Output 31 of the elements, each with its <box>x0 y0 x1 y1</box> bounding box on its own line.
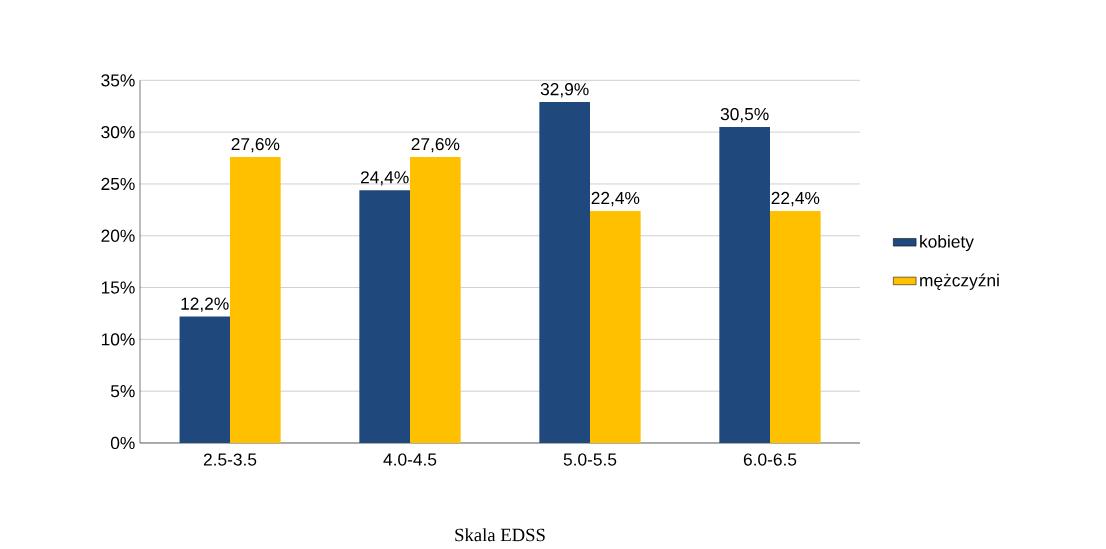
bar <box>230 157 281 443</box>
bar <box>539 102 591 443</box>
data-label: 30,5% <box>720 107 769 123</box>
data-label: 24,4% <box>360 171 409 186</box>
x-tick-label: 5.0-5.5 <box>563 453 617 466</box>
x-tick-label: 4.0-4.5 <box>383 453 437 466</box>
data-label: 22,4% <box>771 191 820 207</box>
bar <box>179 316 231 443</box>
data-label: 27,6% <box>411 137 460 153</box>
data-label: 12,2% <box>181 297 229 312</box>
data-label: 27,6% <box>231 137 280 153</box>
bar <box>359 190 411 443</box>
x-tick-label: 6.0-6.5 <box>743 453 797 466</box>
y-tick-label: 35% <box>101 74 135 87</box>
bar <box>410 157 461 443</box>
y-tick-label: 15% <box>101 281 135 294</box>
data-label: 22,4% <box>591 191 640 207</box>
bar <box>770 210 821 443</box>
y-tick-label: 20% <box>101 229 135 242</box>
bar <box>719 126 770 443</box>
x-axis-title: Skala EDSS <box>455 528 545 542</box>
y-tick-label: 5% <box>110 385 135 398</box>
x-tick-label: 2.5-3.5 <box>203 453 257 466</box>
y-tick-label: 30% <box>101 126 135 139</box>
y-tick-label: 0% <box>110 436 135 450</box>
y-tick-label: 25% <box>101 177 135 191</box>
bar <box>590 210 641 443</box>
y-tick-label: 10% <box>101 333 135 346</box>
data-label: 32,9% <box>540 83 589 98</box>
legend-label: kobiety <box>920 234 974 252</box>
legend-label: mężczyźni <box>920 273 999 290</box>
